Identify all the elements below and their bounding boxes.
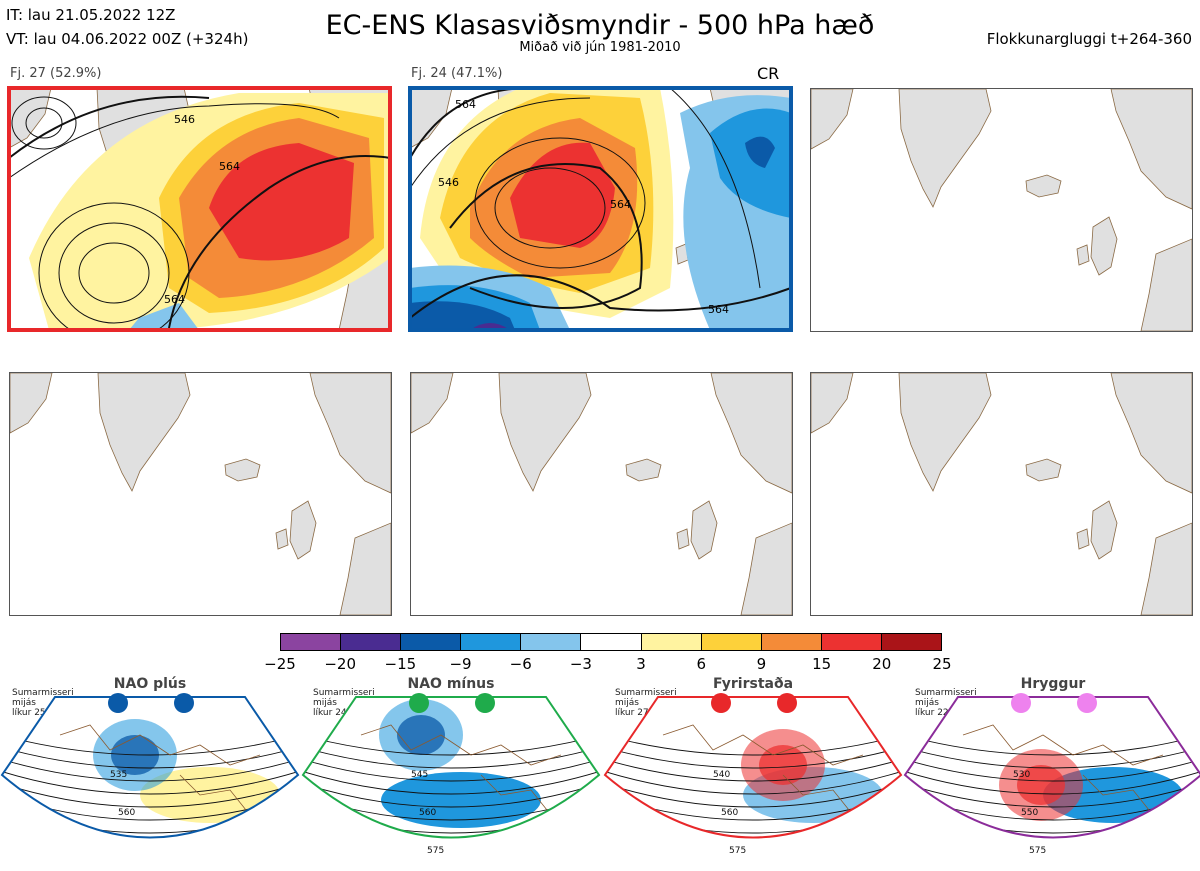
- colorbar: [280, 633, 942, 651]
- colorbar-swatch: [640, 634, 701, 650]
- regime-contour-label: 560: [419, 808, 436, 818]
- regime-indicator-dot: [1077, 693, 1097, 713]
- panel-2-contour-4: 564: [708, 303, 729, 316]
- cluster-panel-4: [9, 372, 392, 616]
- initial-time: IT: lau 21.05.2022 12Z: [6, 6, 176, 24]
- regime-sector: 530 550 575: [903, 696, 1200, 856]
- cluster-panel-2: 546 564 564 564: [410, 88, 791, 330]
- colorbar-tick-label: 9: [756, 655, 767, 673]
- page-title: EC-ENS Klasasviðsmyndir - 500 hPa hæð: [325, 10, 875, 41]
- colorbar-swatch: [820, 634, 881, 650]
- colorbar-swatch: [460, 634, 521, 650]
- panel-1-label: Fj. 27 (52.9%): [10, 66, 102, 81]
- colorbar-tick-label: 15: [812, 655, 832, 673]
- colorbar-swatch: [520, 634, 581, 650]
- regime-contour-label: 560: [721, 808, 738, 818]
- cluster-panel-3: [810, 88, 1193, 332]
- cluster-panel-6: [810, 372, 1193, 616]
- regime-contour-label: 550: [1021, 808, 1038, 818]
- regime-title: Fyrirstaða: [712, 676, 794, 692]
- regime-title: NAO plús: [113, 676, 187, 692]
- colorbar-tick-label: −6: [509, 655, 532, 673]
- regime-sector: 545 560 575: [301, 696, 601, 856]
- colorbar-swatch: [400, 634, 461, 650]
- colorbar-tick-label: −9: [449, 655, 472, 673]
- regime-sector: 535 560: [0, 696, 300, 839]
- regime-contour-label: 535: [110, 770, 127, 780]
- regime-contour-label: 545: [411, 770, 428, 780]
- panel-1-contour-1: 546: [174, 113, 195, 126]
- regime-contour-label: 540: [713, 770, 730, 780]
- colorbar-swatch: [760, 634, 821, 650]
- regime-contour-label: 530: [1013, 770, 1030, 780]
- regime-indicator-dot: [475, 693, 495, 713]
- valid-time: VT: lau 04.06.2022 00Z (+324h): [6, 30, 249, 48]
- regime-indicator-dot: [174, 693, 194, 713]
- colorbar-tick-label: −25: [264, 655, 296, 673]
- regime-contour-label: 575: [427, 846, 444, 856]
- colorbar-tick-label: 6: [696, 655, 707, 673]
- panel-2-tag: CR: [757, 64, 780, 83]
- colorbar-tick-label: 25: [932, 655, 952, 673]
- panel-2-contour-1: 546: [438, 176, 459, 189]
- cluster-panel-1: 546 564 564: [9, 88, 390, 330]
- regime-indicator-dot: [409, 693, 429, 713]
- colorbar-tick-label: 3: [636, 655, 646, 673]
- panel-2-contour-3: 564: [610, 198, 631, 211]
- colorbar-swatch: [340, 634, 401, 650]
- colorbar-tick-label: −20: [324, 655, 356, 673]
- classification-window: Flokkunargluggi t+264-360: [986, 30, 1192, 48]
- regime-contour-label: 560: [118, 808, 135, 818]
- colorbar-swatch: [700, 634, 761, 650]
- regime-indicator-dot: [1011, 693, 1031, 713]
- regime-title: Hryggur: [1020, 676, 1086, 692]
- regime-indicator-dot: [711, 693, 731, 713]
- page-subtitle: Miðað við jún 1981-2010: [519, 40, 681, 55]
- cluster-panel-5: [410, 372, 793, 616]
- regime-contour-label: 575: [1029, 846, 1046, 856]
- panel-1-contour-2: 564: [219, 160, 240, 173]
- colorbar-swatch: [281, 634, 341, 650]
- regime-indicator-dot: [777, 693, 797, 713]
- panel-2-label: Fj. 24 (47.1%): [411, 66, 503, 81]
- colorbar-swatch: [580, 634, 641, 650]
- regime-contour-label: 575: [729, 846, 746, 856]
- colorbar-tick-label: 20: [872, 655, 892, 673]
- regime-title: NAO mínus: [407, 676, 495, 692]
- panel-2-contour-2: 564: [455, 98, 476, 111]
- colorbar-swatch: [880, 634, 942, 650]
- regime-sector: 540 560 575: [603, 696, 903, 856]
- colorbar-tick-label: −3: [569, 655, 592, 673]
- regime-indicator-dot: [108, 693, 128, 713]
- colorbar-tick-label: −15: [384, 655, 417, 673]
- panel-1-contour-3: 564: [164, 293, 185, 306]
